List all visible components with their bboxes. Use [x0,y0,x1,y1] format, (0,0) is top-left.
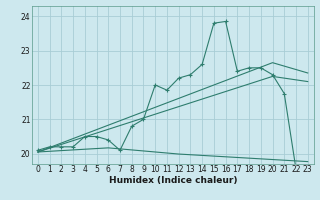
X-axis label: Humidex (Indice chaleur): Humidex (Indice chaleur) [108,176,237,185]
